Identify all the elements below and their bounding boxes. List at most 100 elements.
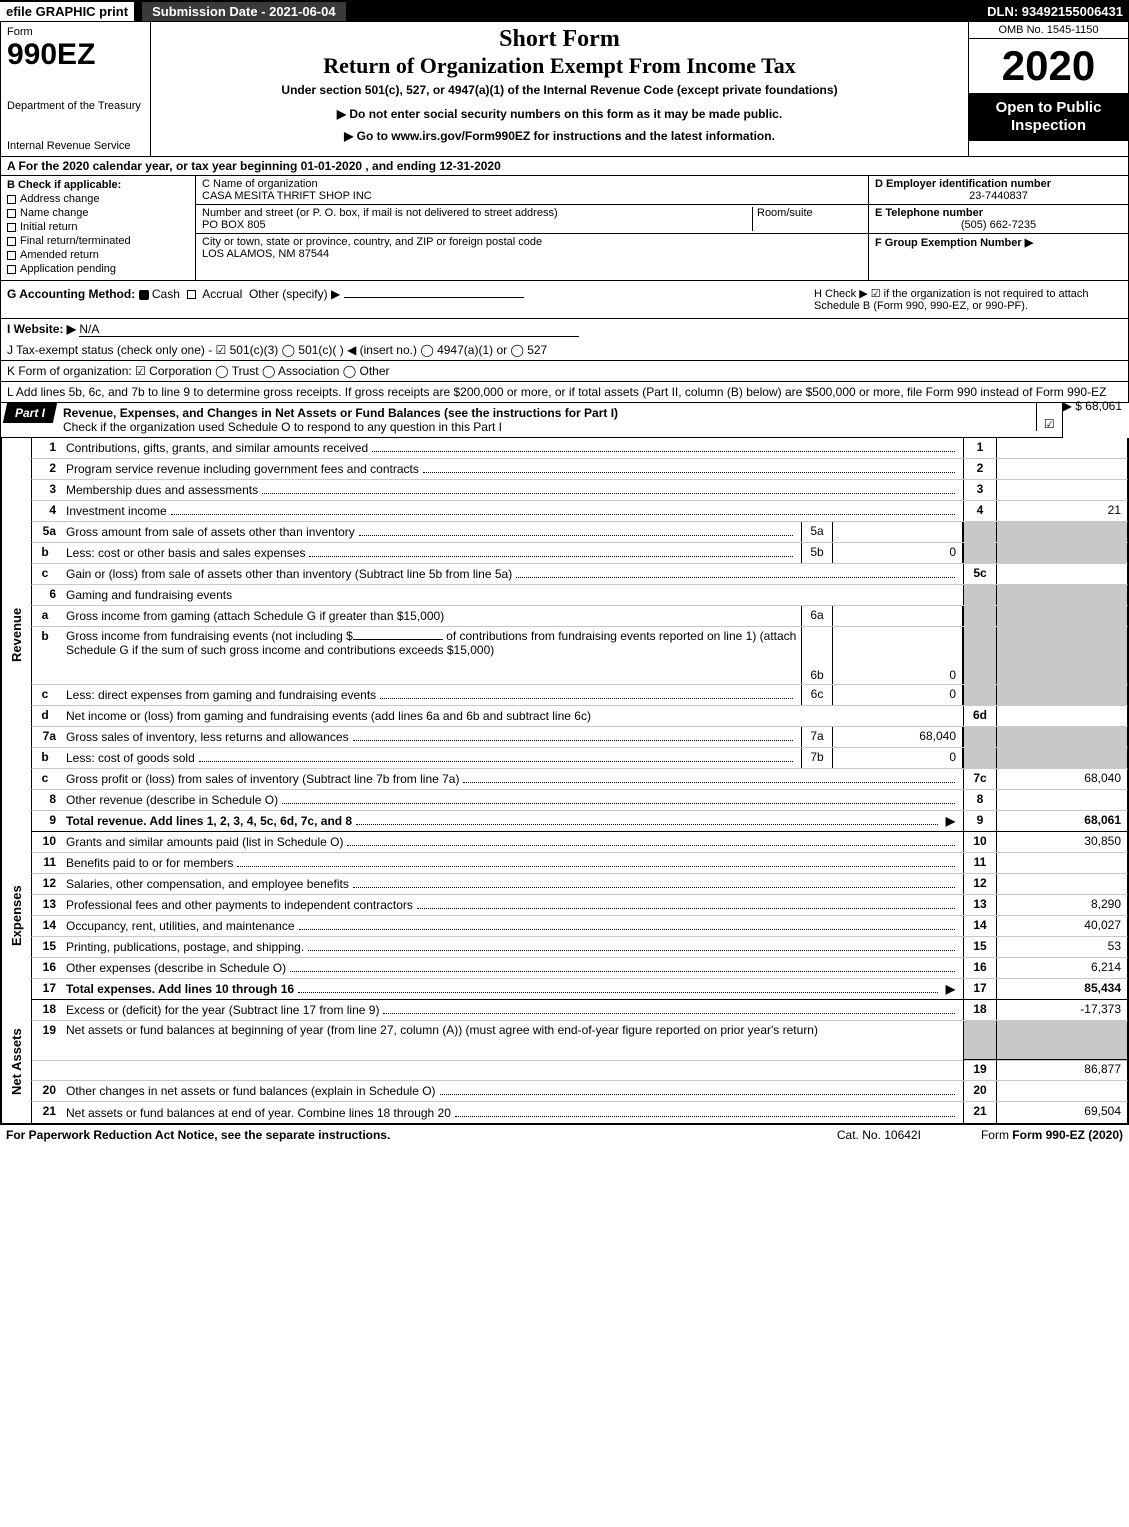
efile-topbar: efile GRAPHIC print Submission Date - 20… [0, 0, 1129, 22]
omb-number: OMB No. 1545-1150 [969, 22, 1128, 39]
netassets-sidelabel: Net Assets [1, 1000, 31, 1123]
line-2: 2Program service revenue including gover… [31, 459, 1128, 480]
line-16: 16Other expenses (describe in Schedule O… [31, 958, 1128, 979]
under-section: Under section 501(c), 527, or 4947(a)(1)… [159, 83, 960, 97]
revenue-sidelabel: Revenue [1, 438, 31, 832]
line-j-tax-exempt: J Tax-exempt status (check only one) - ☑… [0, 340, 1129, 360]
efile-label: efile GRAPHIC print [0, 2, 134, 21]
line-5a: 5aGross amount from sale of assets other… [31, 522, 1128, 543]
line-15: 15Printing, publications, postage, and s… [31, 937, 1128, 958]
line-18: 18Excess or (deficit) for the year (Subt… [31, 1000, 1128, 1021]
line-14: 14Occupancy, rent, utilities, and mainte… [31, 916, 1128, 937]
line-7a: 7aGross sales of inventory, less returns… [31, 727, 1128, 748]
city-label: City or town, state or province, country… [202, 236, 862, 248]
checkbox-accrual[interactable] [187, 290, 196, 299]
line-21: 21Net assets or fund balances at end of … [31, 1102, 1128, 1123]
line-6a: aGross income from gaming (attach Schedu… [31, 606, 1128, 627]
part1-title: Revenue, Expenses, and Changes in Net As… [55, 403, 1036, 437]
tel-value: (505) 662-7235 [875, 219, 1122, 231]
net-assets-section: Net Assets 18Excess or (deficit) for the… [0, 1000, 1129, 1124]
line-1: 1Contributions, gifts, grants, and simil… [31, 438, 1128, 459]
line-5b: bLess: cost or other basis and sales exp… [31, 543, 1128, 564]
form-header: Form 990EZ Department of the Treasury In… [0, 22, 1129, 157]
submission-date: Submission Date - 2021-06-04 [142, 2, 346, 21]
form-number: 990EZ [7, 38, 144, 72]
entity-block: B Check if applicable: Address change Na… [0, 176, 1129, 281]
ein-label: D Employer identification number [875, 178, 1122, 190]
part1-tab: Part I [3, 403, 57, 423]
org-name: CASA MESITA THRIFT SHOP INC [202, 190, 862, 202]
arrow-icon: ▶ [946, 982, 955, 996]
contrib-amount-field[interactable] [353, 639, 443, 640]
box-b-label: B Check if applicable: [7, 179, 189, 191]
line-g: G Accounting Method: Cash Accrual Other … [1, 281, 808, 318]
line-6b: bGross income from fundraising events (n… [31, 627, 1128, 685]
line-17-total-expenses: 17Total expenses. Add lines 10 through 1… [31, 979, 1128, 1000]
line-h: H Check ▶ ☑ if the organization is not r… [808, 281, 1128, 318]
line-6d: dNet income or (loss) from gaming and fu… [31, 706, 1128, 727]
part1-schedule-o-check[interactable]: ☑ [1036, 403, 1062, 431]
chk-name-change[interactable]: Name change [7, 207, 189, 219]
form-title-block: Short Form Return of Organization Exempt… [151, 22, 968, 156]
city-state-zip: LOS ALAMOS, NM 87544 [202, 248, 862, 260]
chk-application-pending[interactable]: Application pending [7, 263, 189, 275]
line-9-total-revenue: 9Total revenue. Add lines 1, 2, 3, 4, 5c… [31, 811, 1128, 832]
expenses-sidelabel: Expenses [1, 832, 31, 1000]
line-4: 4Investment income421 [31, 501, 1128, 522]
street-label: Number and street (or P. O. box, if mail… [202, 207, 752, 219]
line-6: 6Gaming and fundraising events [31, 585, 1128, 606]
ssn-warning: ▶ Do not enter social security numbers o… [159, 107, 960, 121]
other-specify-field[interactable] [344, 297, 524, 298]
ein-value: 23-7440837 [875, 190, 1122, 202]
line-19: 19Net assets or fund balances at beginni… [31, 1021, 1128, 1061]
line-k-form-org: K Form of organization: ☑ Corporation ◯ … [0, 360, 1129, 381]
line-3: 3Membership dues and assessments3 [31, 480, 1128, 501]
org-name-label: C Name of organization [202, 178, 862, 190]
arrow-icon: ▶ [946, 814, 955, 828]
line-11: 11Benefits paid to or for members11 [31, 853, 1128, 874]
box-d-e-f: D Employer identification number 23-7440… [868, 176, 1128, 280]
line-7c: cGross profit or (loss) from sales of in… [31, 769, 1128, 790]
paperwork-notice: For Paperwork Reduction Act Notice, see … [6, 1128, 390, 1142]
tel-label: E Telephone number [875, 207, 1122, 219]
box-c-org-info: C Name of organization CASA MESITA THRIF… [196, 176, 868, 280]
form-footer-id: Form Form 990-EZ (2020) [981, 1128, 1123, 1142]
chk-address-change[interactable]: Address change [7, 193, 189, 205]
chk-final-return[interactable]: Final return/terminated [7, 235, 189, 247]
group-exemption-label: F Group Exemption Number ▶ [875, 236, 1122, 249]
gross-receipts-value: ▶ $ 68,061 [1063, 399, 1122, 413]
chk-amended-return[interactable]: Amended return [7, 249, 189, 261]
chk-initial-return[interactable]: Initial return [7, 221, 189, 233]
line-12: 12Salaries, other compensation, and empl… [31, 874, 1128, 895]
omb-year-block: OMB No. 1545-1150 2020 Open to Public In… [968, 22, 1128, 156]
revenue-section: Revenue 1Contributions, gifts, grants, a… [0, 438, 1129, 832]
room-suite-label: Room/suite [752, 207, 862, 231]
line-19-val: 1986,877 [31, 1060, 1128, 1081]
expenses-section: Expenses 10Grants and similar amounts pa… [0, 832, 1129, 1000]
box-b-checkboxes: B Check if applicable: Address change Na… [1, 176, 196, 280]
short-form-label: Short Form [159, 26, 960, 53]
check-icon [139, 290, 149, 300]
part1-header: Part I Revenue, Expenses, and Changes in… [0, 403, 1063, 438]
line-5c: cGain or (loss) from sale of assets othe… [31, 564, 1128, 585]
line-a-tax-year: A For the 2020 calendar year, or tax yea… [0, 157, 1129, 176]
page-footer: For Paperwork Reduction Act Notice, see … [0, 1124, 1129, 1145]
line-10: 10Grants and similar amounts paid (list … [31, 832, 1128, 853]
form-id-block: Form 990EZ Department of the Treasury In… [1, 22, 151, 156]
dln-number: DLN: 93492155006431 [987, 4, 1129, 19]
line-i-website: I Website: ▶ N/A [0, 318, 1129, 340]
website-value: N/A [79, 322, 579, 337]
goto-link[interactable]: ▶ Go to www.irs.gov/Form990EZ for instru… [159, 129, 960, 143]
line-20: 20Other changes in net assets or fund ba… [31, 1081, 1128, 1102]
open-to-public: Open to Public Inspection [969, 93, 1128, 141]
irs-label: Internal Revenue Service [7, 140, 144, 152]
lines-g-h: G Accounting Method: Cash Accrual Other … [0, 281, 1129, 318]
street-address: PO BOX 805 [202, 219, 752, 231]
form-title: Return of Organization Exempt From Incom… [159, 53, 960, 79]
line-7b: bLess: cost of goods sold7b0 [31, 748, 1128, 769]
line-8: 8Other revenue (describe in Schedule O)8 [31, 790, 1128, 811]
line-l-gross-receipts: L Add lines 5b, 6c, and 7b to line 9 to … [0, 381, 1129, 403]
form-label: Form [7, 26, 144, 38]
line-13: 13Professional fees and other payments t… [31, 895, 1128, 916]
tax-year: 2020 [969, 39, 1128, 93]
